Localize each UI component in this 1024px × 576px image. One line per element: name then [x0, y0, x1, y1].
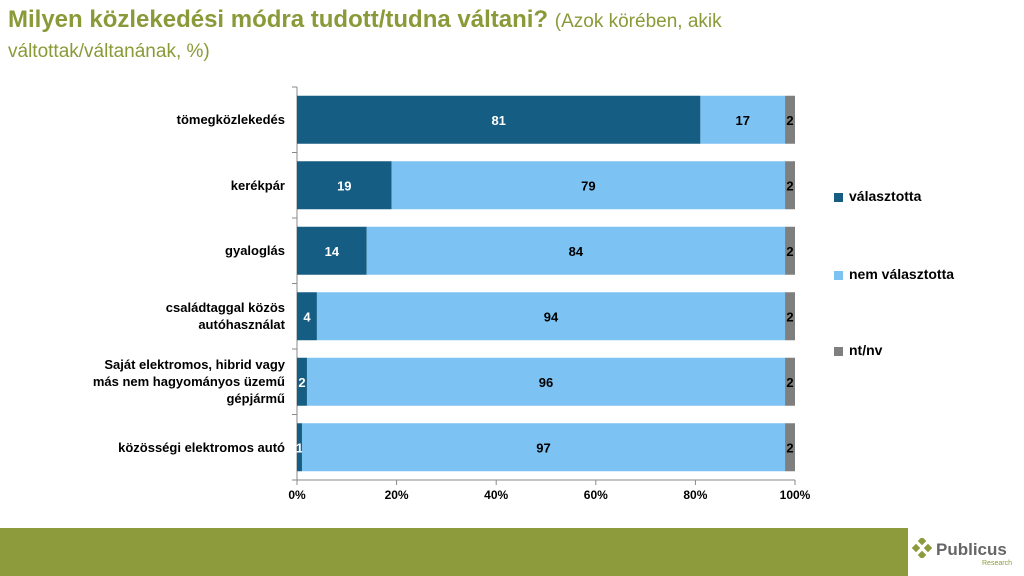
bar-segment [297, 161, 392, 210]
x-tick-label: 0% [288, 488, 306, 502]
logo-name: Publicus [936, 540, 1007, 559]
bar-segment [785, 423, 795, 472]
category-label: családtaggal közös autóhasználat [55, 299, 285, 333]
chart-title: Milyen közlekedési módra tudott/tudna vá… [8, 6, 908, 66]
data-label: 94 [544, 309, 559, 324]
category-label: közösségi elektromos autó [55, 439, 285, 456]
data-label: 14 [325, 244, 340, 259]
category-label: tömegközlekedés [55, 111, 285, 128]
bar-segment [785, 226, 795, 275]
bar-segment [785, 95, 795, 144]
data-label: 17 [735, 113, 749, 128]
logo-tagline: Research [982, 560, 1012, 567]
data-label: 96 [539, 375, 553, 390]
x-tick-label: 80% [683, 488, 707, 502]
data-label: 2 [786, 113, 793, 128]
legend-swatch [834, 346, 843, 356]
data-label: 2 [786, 309, 793, 324]
category-label-line: családtaggal közös [165, 300, 285, 316]
category-label-line: Saját elektromos, hibrid vagy [104, 357, 285, 373]
category-label: gyaloglás [55, 242, 285, 259]
category-label-line: más nem hagyományos üzemű [92, 374, 285, 390]
legend-swatch [834, 192, 843, 202]
bar-segment [785, 292, 795, 341]
data-label: 4 [303, 309, 311, 324]
bar-segment [700, 95, 786, 144]
data-label: 97 [536, 440, 550, 455]
data-label: 2 [786, 244, 793, 259]
bar-segment [301, 423, 786, 472]
bar-segment [297, 226, 367, 275]
legend-item: választotta [834, 188, 1014, 204]
stacked-bar-chart: 0% 20% 40% 60% 80% 100% 81 17 2 19 79 2 14 84 2 4 94 2 2 96… [288, 86, 811, 502]
data-label: 79 [581, 178, 595, 193]
bar-segment [785, 357, 795, 406]
data-label: 81 [491, 113, 505, 128]
legend-label: nt/nv [849, 342, 883, 358]
bar-segment [391, 161, 786, 210]
title-subtitle: (Azok körében, akik [554, 11, 722, 32]
data-label: 2 [786, 440, 793, 455]
legend-item: nt/nv [834, 342, 1014, 358]
bar-segment [297, 95, 701, 144]
footer-bar: Publicus Research [0, 528, 1024, 576]
data-label: 1 [296, 440, 303, 455]
data-label: 2 [786, 375, 793, 390]
legend-label: választotta [849, 188, 922, 204]
title-subtitle-line2: váltottak/váltanának, %) [8, 41, 210, 62]
title-main: Milyen közlekedési módra tudott/tudna vá… [8, 6, 549, 33]
category-label-line: gyaloglás [225, 243, 285, 259]
category-label: kerékpár [55, 177, 285, 194]
bar-segment [785, 161, 795, 210]
bar-segment [316, 292, 786, 341]
bar-segment [306, 357, 786, 406]
bar-segment [366, 226, 786, 275]
legend-label: nem választotta [849, 266, 955, 282]
publicus-logo: Publicus Research [908, 528, 1024, 576]
x-tick-label: 60% [584, 488, 608, 502]
publicus-logo-icon [912, 538, 932, 558]
data-label: 84 [569, 244, 584, 259]
category-label-line: tömegközlekedés [176, 112, 285, 128]
x-tick-label: 100% [780, 488, 811, 502]
bar-segment [297, 423, 302, 472]
x-tick-label: 20% [385, 488, 409, 502]
data-label: 2 [786, 178, 793, 193]
legend-item: nem választotta [834, 266, 1014, 282]
bar-segment [297, 357, 307, 406]
x-tick-label: 40% [484, 488, 508, 502]
category-label-line: közösségi elektromos autó [118, 439, 285, 455]
data-label: 19 [337, 178, 351, 193]
bar-segment [297, 292, 317, 341]
category-label: Saját elektromos, hibrid vagy más nem hag… [55, 356, 285, 407]
category-label-line: autóhasználat [198, 317, 285, 333]
category-label-line: gépjármű [226, 391, 285, 407]
legend-swatch [834, 270, 843, 280]
category-label-line: kerékpár [230, 177, 285, 193]
data-label: 2 [298, 375, 305, 390]
